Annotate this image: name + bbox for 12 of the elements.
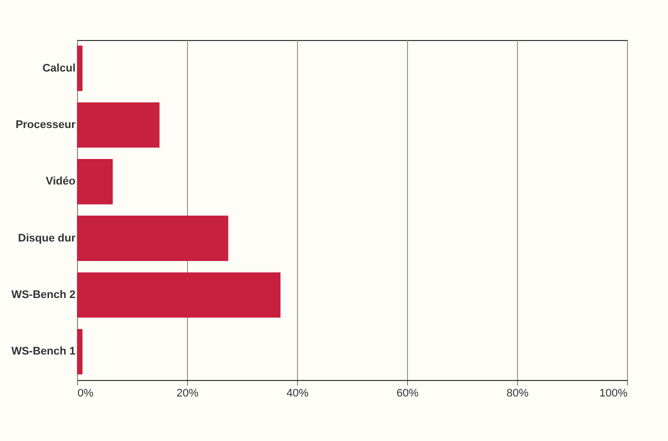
x-tick-label: 40% [286,388,309,400]
y-tick-label: WS-Bench 2 [11,289,76,301]
x-tick-label: 0% [78,388,94,400]
x-tick-label: 80% [506,388,529,400]
x-tick-label: 20% [176,388,199,400]
y-tick-label: WS-Bench 1 [11,346,76,358]
y-tick-label: Processeur [16,119,76,131]
y-tick-label: Calcul [42,62,76,74]
y-tick-label: Disque dur [18,232,76,244]
x-tick-label: 100% [599,388,628,400]
x-tick-label: 60% [396,388,419,400]
y-tick-label: Vidéo [46,176,76,188]
